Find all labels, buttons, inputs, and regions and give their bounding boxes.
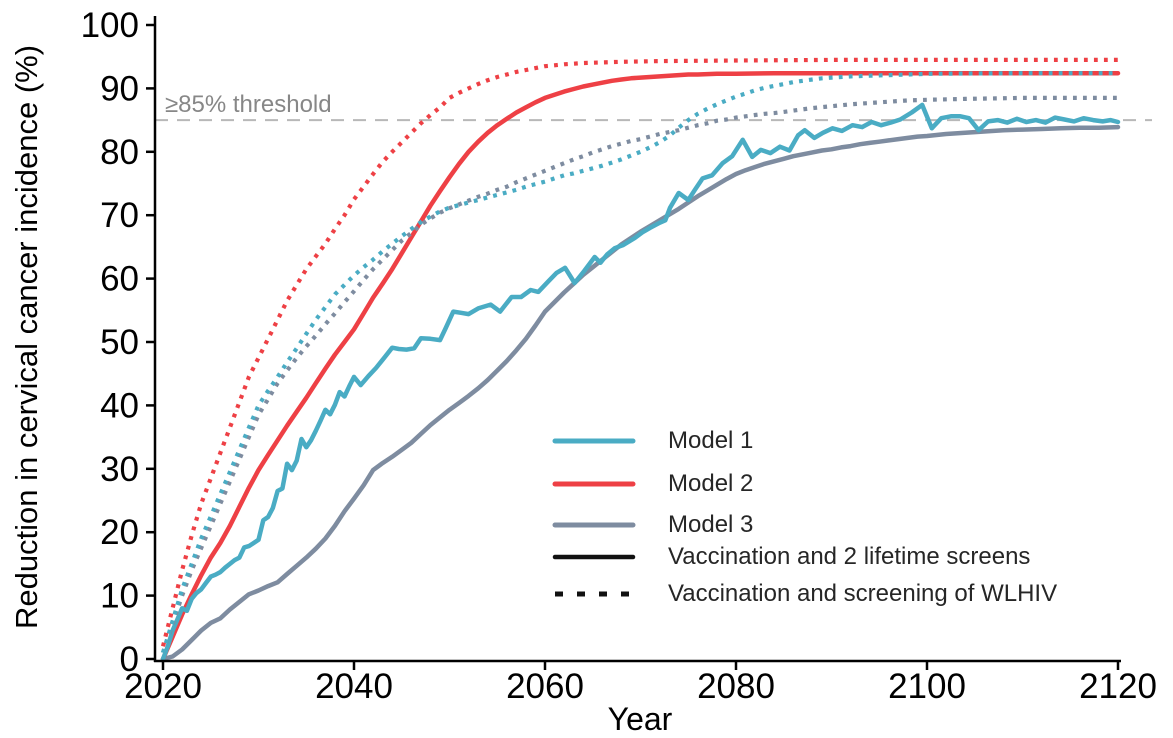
series-model2-solid <box>160 70 1121 662</box>
y-tick-label: 60 <box>100 260 139 299</box>
series-model3-dotted <box>161 95 1118 654</box>
y-tick-label: 100 <box>81 6 139 45</box>
y-tick-label: 90 <box>100 69 139 108</box>
y-tick-label: 20 <box>100 513 139 552</box>
series-model3-solid <box>160 124 1121 662</box>
y-tick-label: 40 <box>100 386 139 425</box>
x-tick-label: 2080 <box>697 667 775 706</box>
series-model1-solid <box>160 102 1121 662</box>
y-tick-label: 70 <box>100 196 139 235</box>
series-model2-dotted <box>160 57 1118 647</box>
threshold-label: ≥85% threshold <box>165 91 332 118</box>
y-tick-label: 30 <box>100 450 139 489</box>
series-model1-dotted <box>160 71 1118 654</box>
y-tick-label: 80 <box>100 133 139 172</box>
y-axis-title: Reduction in cervical cancer incidence (… <box>9 44 44 630</box>
y-tick-label: 10 <box>100 577 139 616</box>
y-tick-label: 0 <box>120 640 139 679</box>
x-tick-label: 2120 <box>1079 667 1157 706</box>
x-axis-title: Year <box>607 701 673 737</box>
x-tick-label: 2060 <box>506 667 584 706</box>
x-tick-label: 2100 <box>888 667 966 706</box>
y-tick-label: 50 <box>100 323 139 362</box>
x-tick-label: 2020 <box>124 667 202 706</box>
x-tick-label: 2040 <box>315 667 393 706</box>
